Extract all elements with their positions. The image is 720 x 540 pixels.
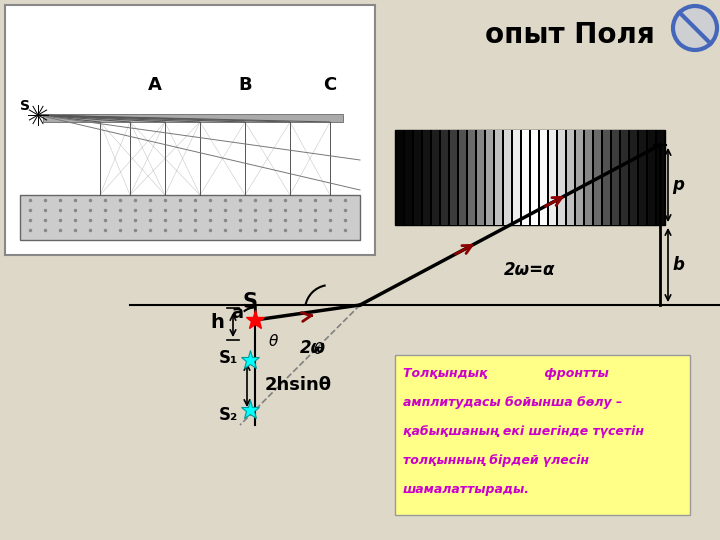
Text: шамалаттырады.: шамалаттырады. (403, 483, 530, 496)
Bar (459, 130, 466, 225)
Bar (585, 130, 592, 225)
Bar (20, 195, 360, 240)
Circle shape (673, 6, 717, 50)
Bar (648, 130, 654, 225)
Text: 2ω: 2ω (300, 339, 326, 357)
Text: h: h (210, 313, 224, 332)
Bar (549, 130, 556, 225)
Text: опыт Поля: опыт Поля (485, 21, 655, 49)
Bar (441, 130, 448, 225)
Text: қабықшаның екі шегінде түсетін: қабықшаның екі шегінде түсетін (403, 425, 644, 438)
Text: B: B (238, 76, 252, 94)
Bar (405, 130, 412, 225)
Bar (477, 130, 484, 225)
Bar (612, 130, 618, 225)
Bar (522, 130, 528, 225)
Text: 2hsinθ: 2hsinθ (265, 376, 332, 394)
Text: S₁: S₁ (218, 349, 238, 367)
Bar (576, 130, 582, 225)
Bar (495, 130, 502, 225)
Text: амплитудасы бойынша бөлу –: амплитудасы бойынша бөлу – (403, 396, 622, 409)
Bar (486, 130, 492, 225)
Text: S: S (243, 292, 258, 312)
Bar (531, 130, 538, 225)
Bar (603, 130, 610, 225)
Bar (396, 130, 402, 225)
Bar (567, 130, 574, 225)
Text: S: S (20, 99, 30, 113)
Bar (513, 130, 520, 225)
Bar (414, 130, 420, 225)
Bar (43, 114, 343, 122)
Bar (432, 130, 438, 225)
Bar (657, 130, 664, 225)
Bar (504, 130, 510, 225)
Bar (423, 130, 430, 225)
Bar (594, 130, 600, 225)
Text: C: C (323, 76, 337, 94)
Bar (558, 130, 564, 225)
Bar (540, 130, 546, 225)
Bar (639, 130, 646, 225)
Text: θ: θ (313, 342, 323, 357)
Bar (621, 130, 628, 225)
Bar (5, 5, 375, 255)
Text: θ: θ (269, 334, 279, 349)
Bar (468, 130, 474, 225)
Bar (395, 355, 690, 515)
Bar (630, 130, 636, 225)
Text: b: b (672, 256, 684, 274)
Text: A: A (148, 76, 162, 94)
Text: 2ω=α: 2ω=α (504, 261, 556, 279)
Text: p: p (672, 176, 684, 194)
Text: S₂: S₂ (218, 406, 238, 424)
Text: Толқындық             фронтты: Толқындық фронтты (403, 367, 608, 380)
Bar (395, 130, 665, 225)
Text: a: a (231, 303, 243, 321)
Bar (450, 130, 456, 225)
Text: толқынның бірдей үлесін: толқынның бірдей үлесін (403, 454, 589, 467)
